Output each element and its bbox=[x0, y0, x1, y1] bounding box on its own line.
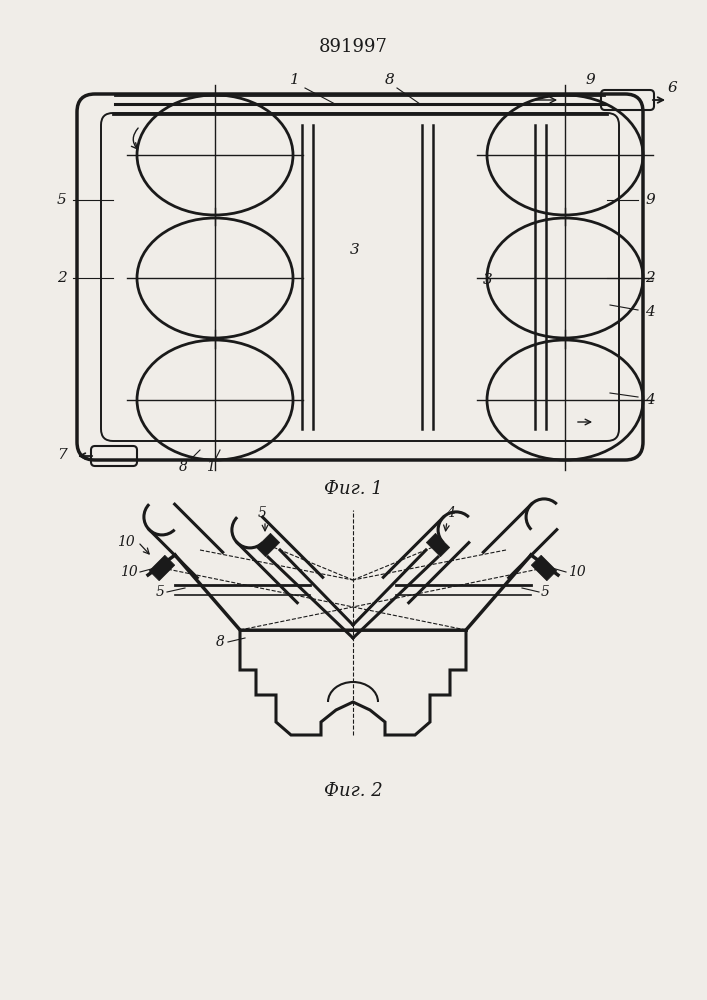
Text: 10: 10 bbox=[568, 565, 586, 579]
Text: 5: 5 bbox=[57, 193, 67, 207]
Text: 891997: 891997 bbox=[319, 38, 387, 56]
Text: 6: 6 bbox=[668, 81, 678, 95]
Polygon shape bbox=[149, 555, 175, 581]
Text: 8: 8 bbox=[216, 635, 225, 649]
Polygon shape bbox=[531, 555, 556, 581]
Text: 4: 4 bbox=[645, 393, 655, 407]
Text: 2: 2 bbox=[57, 271, 67, 285]
Text: 4: 4 bbox=[445, 506, 455, 520]
Text: 5: 5 bbox=[156, 585, 165, 599]
Text: 7: 7 bbox=[57, 448, 67, 462]
Text: 10: 10 bbox=[117, 535, 135, 549]
Polygon shape bbox=[257, 533, 280, 557]
Text: 5: 5 bbox=[541, 585, 550, 599]
Text: 10: 10 bbox=[120, 565, 138, 579]
Text: 1: 1 bbox=[290, 73, 300, 87]
Polygon shape bbox=[426, 533, 450, 557]
Text: 8: 8 bbox=[179, 460, 187, 474]
Text: Фиг. 1: Фиг. 1 bbox=[324, 480, 382, 498]
Text: 1: 1 bbox=[206, 460, 214, 474]
Text: 8: 8 bbox=[385, 73, 395, 87]
Text: 2: 2 bbox=[645, 271, 655, 285]
Text: 4: 4 bbox=[645, 305, 655, 319]
Text: Фиг. 2: Фиг. 2 bbox=[324, 782, 382, 800]
Text: 9: 9 bbox=[585, 73, 595, 87]
Text: 3: 3 bbox=[350, 243, 360, 257]
Text: 5: 5 bbox=[257, 506, 267, 520]
Text: 9: 9 bbox=[645, 193, 655, 207]
Text: 3: 3 bbox=[483, 273, 493, 287]
